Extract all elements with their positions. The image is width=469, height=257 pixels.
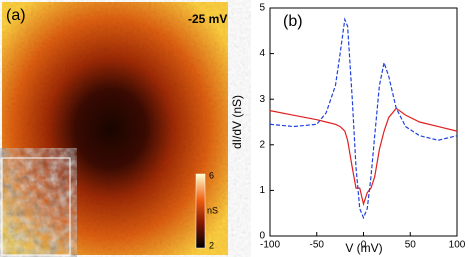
x-tick-label: 0: [361, 240, 367, 251]
bias-label: -25 mV: [188, 12, 227, 26]
y-tick-label: 0: [259, 231, 265, 242]
colorbar-unit: nS: [207, 205, 218, 215]
x-tick-label: -100: [260, 240, 280, 251]
y-tick-label: 3: [259, 94, 265, 105]
colorbar: [195, 173, 206, 249]
x-axis-label: V (mV): [345, 241, 382, 255]
x-tick-label: 50: [405, 240, 417, 251]
inset-topography: [2, 158, 70, 255]
data-line: [269, 17, 458, 220]
x-tick-label: 100: [449, 240, 466, 251]
panel-label: (b): [283, 13, 303, 30]
y-tick-label: 4: [259, 48, 265, 59]
spectra-plot: (b) V (mV) dI/dV (nS) -100 -50 0 50 100 0 1 2 3 4…: [230, 3, 466, 256]
y-axis-label: dI/dV (nS): [230, 95, 244, 149]
conductance-map: (a) -25 mV 6 nS 2: [1, 2, 228, 256]
y-tick-label: 2: [259, 139, 265, 150]
colorbar-max: 6: [209, 170, 214, 180]
x-tick-label: -50: [310, 240, 325, 251]
y-tick-label: 1: [259, 185, 265, 196]
data-line: [269, 107, 458, 207]
panel-label: (a): [6, 7, 26, 24]
colorbar-min: 2: [209, 240, 214, 250]
y-tick-label: 5: [259, 3, 265, 14]
